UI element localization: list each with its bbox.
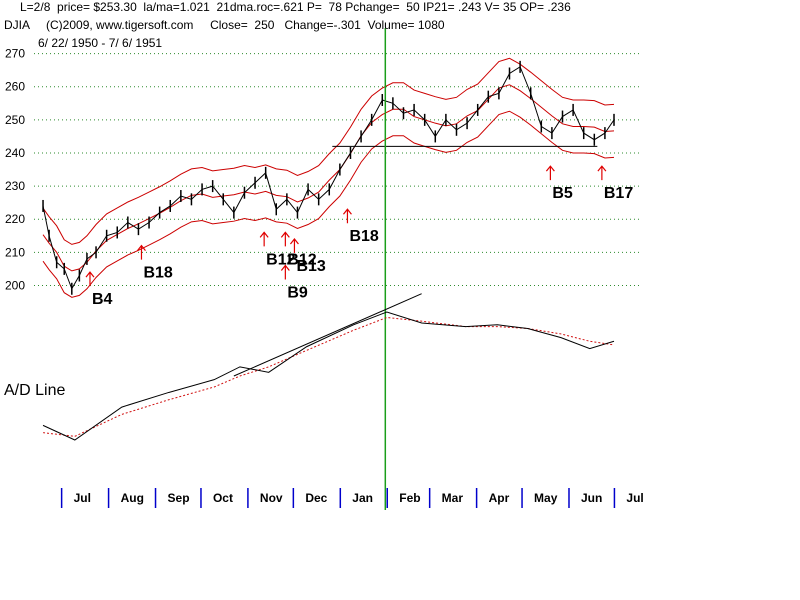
signal-label: B4 — [92, 291, 113, 308]
signal-label: B18 — [349, 228, 378, 245]
month-label: Dec — [305, 491, 327, 505]
month-label: Feb — [399, 491, 420, 505]
ad-line — [42, 311, 615, 441]
signal-label: B5 — [552, 185, 573, 202]
ad-line-label: A/D Line — [4, 382, 65, 399]
month-label: Apr — [489, 491, 510, 505]
y-tick-label: 260 — [5, 80, 25, 94]
date-range: 6/ 22/ 1950 - 7/ 6/ 1951 — [38, 36, 163, 50]
signal-label: B18 — [143, 265, 172, 282]
signal-label: B13 — [296, 258, 325, 275]
ad-moving-average — [42, 316, 615, 437]
month-label: Jan — [352, 491, 373, 505]
signal-label: B9 — [287, 285, 308, 302]
signal-arrow — [280, 231, 290, 247]
signal-arrow — [259, 231, 269, 247]
y-tick-label: 230 — [5, 179, 25, 193]
signal-label: B12 — [266, 251, 295, 268]
ticker-header: DJIA (C)2009, www.tigersoft.com Close= 2… — [4, 18, 445, 32]
y-tick-label: 200 — [5, 278, 25, 292]
month-label: Jul — [74, 491, 91, 505]
stats-header: L=2/8 price= $253.30 la/ma=1.021 21dma.r… — [20, 0, 571, 14]
month-label: Nov — [260, 491, 283, 505]
moving-average — [42, 84, 615, 272]
y-tick-label: 240 — [5, 146, 25, 160]
month-label: Oct — [213, 491, 233, 505]
signal-label: B17 — [604, 185, 633, 202]
ad-trendline — [233, 293, 422, 377]
month-label: Jul — [626, 491, 643, 505]
signal-arrow — [85, 271, 95, 287]
month-label: Sep — [168, 491, 190, 505]
signal-arrow — [545, 165, 555, 181]
y-tick-label: 220 — [5, 212, 25, 226]
y-tick-label: 210 — [5, 245, 25, 259]
month-label: Mar — [442, 491, 464, 505]
price-line — [42, 66, 615, 290]
month-label: May — [534, 491, 558, 505]
signal-arrow — [137, 244, 146, 260]
y-tick-label: 250 — [5, 113, 25, 127]
lower-band — [42, 110, 615, 298]
signal-arrow — [597, 165, 607, 181]
month-label: Jun — [581, 491, 602, 505]
signal-arrow — [280, 264, 290, 280]
upper-band — [42, 57, 615, 245]
signal-arrow — [342, 208, 352, 224]
month-label: Aug — [121, 491, 144, 505]
signal-label: B12 — [287, 251, 316, 268]
signal-arrow — [289, 238, 299, 254]
y-tick-label: 270 — [5, 47, 25, 61]
